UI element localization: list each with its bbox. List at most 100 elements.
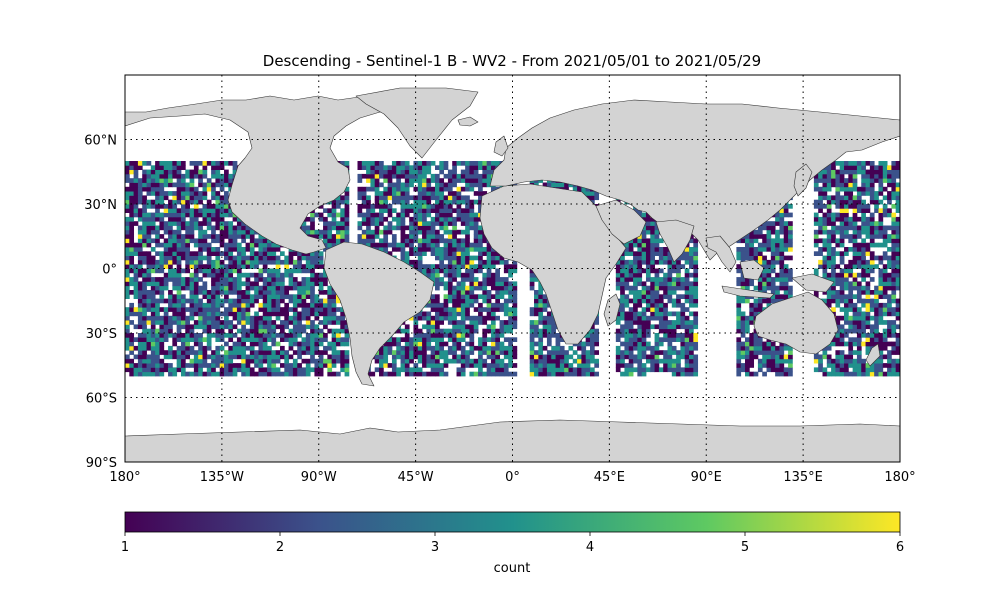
count-cell <box>430 345 436 351</box>
count-cell <box>495 290 500 295</box>
count-cell <box>895 315 900 321</box>
count-cell <box>874 225 879 231</box>
count-cell <box>374 212 380 218</box>
count-cell <box>499 358 505 364</box>
count-cell <box>869 341 875 347</box>
count-cell <box>430 328 436 334</box>
count-cell <box>680 345 686 351</box>
count-cell <box>628 354 634 360</box>
count-cell <box>641 328 647 334</box>
count-cell <box>637 294 643 299</box>
count-cell <box>844 358 849 364</box>
count-cell <box>404 367 410 373</box>
count-cell <box>137 298 143 304</box>
count-cell <box>236 367 242 373</box>
count-cell <box>753 238 759 244</box>
count-cell <box>559 337 565 342</box>
count-cell <box>331 315 337 321</box>
count-cell <box>856 251 862 256</box>
count-cell <box>422 208 427 213</box>
count-cell <box>865 290 871 295</box>
count-cell <box>465 307 470 312</box>
count-cell <box>684 294 690 299</box>
count-cell <box>628 350 634 355</box>
count-cell <box>275 277 281 282</box>
count-cell <box>869 371 875 377</box>
count-cell <box>159 367 165 373</box>
count-cell <box>189 333 195 338</box>
count-cell <box>874 315 879 321</box>
count-cell <box>168 247 173 252</box>
count-cell <box>848 268 854 274</box>
count-cell <box>284 259 290 265</box>
count-cell <box>133 294 139 299</box>
count-cell <box>176 212 182 218</box>
count-cell <box>409 345 414 351</box>
count-cell <box>172 221 178 226</box>
count-cell <box>288 298 294 304</box>
count-cell <box>228 272 234 278</box>
count-cell <box>422 225 427 231</box>
count-cell <box>538 350 544 355</box>
count-cell <box>865 281 871 287</box>
count-cell <box>219 311 225 317</box>
count-cell <box>185 350 190 355</box>
count-cell <box>280 371 285 377</box>
count-cell <box>555 333 561 338</box>
count-cell <box>202 371 208 377</box>
count-cell <box>770 259 776 265</box>
count-cell <box>495 251 500 256</box>
count-cell <box>271 242 277 248</box>
count-cell <box>185 238 190 244</box>
count-cell <box>129 247 135 252</box>
count-cell <box>856 234 862 239</box>
count-cell <box>482 281 488 287</box>
count-cell <box>215 350 221 355</box>
count-cell <box>473 328 479 334</box>
count-cell <box>693 333 699 338</box>
count-cell <box>435 255 440 261</box>
count-cell <box>615 285 621 291</box>
count-cell <box>271 324 277 330</box>
count-cell <box>249 302 255 308</box>
count-cell <box>848 259 854 265</box>
count-cell <box>206 320 212 325</box>
count-cell <box>512 315 518 321</box>
count-cell <box>142 302 147 308</box>
count-cell <box>490 367 496 373</box>
count-cell <box>861 298 866 304</box>
count-cell <box>628 251 634 256</box>
count-cell <box>861 302 866 308</box>
count-cell <box>895 307 900 312</box>
count-cell <box>142 294 147 299</box>
count-cell <box>430 371 436 377</box>
count-cell <box>331 302 337 308</box>
count-cell <box>443 221 449 226</box>
count-cell <box>499 371 505 377</box>
count-cell <box>856 298 862 304</box>
count-cell <box>254 371 259 377</box>
count-cell <box>125 311 130 317</box>
count-cell <box>137 294 143 299</box>
count-cell <box>676 259 681 265</box>
count-cell <box>150 247 156 252</box>
count-cell <box>236 221 242 226</box>
count-cell <box>404 255 410 261</box>
count-cell <box>891 259 897 265</box>
count-cell <box>159 212 165 218</box>
count-cell <box>340 367 345 373</box>
count-cell <box>271 247 277 252</box>
count-cell <box>848 371 854 377</box>
count-cell <box>456 341 462 347</box>
count-cell <box>331 350 337 355</box>
count-cell <box>546 358 552 364</box>
count-cell <box>667 255 673 261</box>
count-cell <box>577 354 582 360</box>
count-cell <box>224 281 229 287</box>
count-cell <box>206 242 212 248</box>
count-cell <box>856 216 862 222</box>
count-cell <box>736 324 742 330</box>
count-cell <box>258 333 264 338</box>
count-cell <box>620 259 625 265</box>
count-cell <box>267 311 272 317</box>
